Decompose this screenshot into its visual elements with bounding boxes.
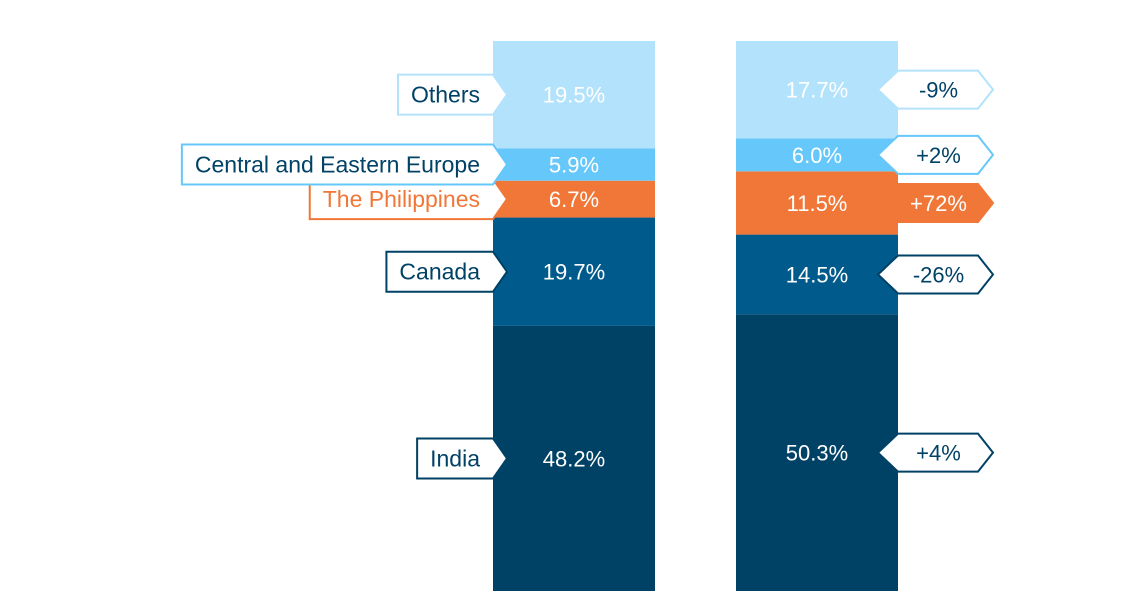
category-label-canada: Canada: [399, 259, 480, 285]
bar-segment-others-2: [736, 41, 898, 139]
bar-segment-india-1: [493, 325, 655, 591]
change-tag-central-and-eastern-europe: [876, 134, 995, 175]
category-tag-central-and-eastern-europe: [180, 143, 509, 186]
bar-segment-central-and-eastern-europe-2: [736, 138, 898, 172]
category-tag-canada: [385, 250, 509, 293]
change-tag-canada: [876, 254, 995, 295]
value-label-the-philippines-2: 11.5%: [787, 191, 848, 216]
value-label-others-1: 19.5%: [543, 83, 605, 108]
change-label-canada: -26%: [913, 262, 964, 287]
change-tag-others: [876, 69, 995, 110]
change-label-india: +4%: [916, 441, 961, 466]
change-label-the-philippines: +72%: [910, 191, 967, 216]
change-tag-the-philippines: [876, 182, 995, 223]
bar-segment-the-philippines-2: [736, 171, 898, 235]
change-label-others: -9%: [919, 78, 958, 103]
change-tag-india: [876, 432, 995, 473]
bar-segment-canada-2: [736, 234, 898, 315]
bar-segment-canada-1: [493, 217, 655, 326]
category-tag-others: [396, 73, 509, 116]
value-label-central-and-eastern-europe-1: 5.9%: [549, 152, 599, 177]
value-label-canada-1: 19.7%: [543, 260, 605, 285]
bar-segment-central-and-eastern-europe-1: [493, 148, 655, 181]
bar-segment-others-1: [493, 41, 655, 149]
value-label-the-philippines-1: 6.7%: [549, 187, 599, 212]
category-label-others: Others: [411, 82, 480, 108]
category-label-the-philippines: The Philippines: [323, 186, 480, 212]
bar-segment-india-2: [736, 314, 898, 591]
value-label-canada-2: 14.5%: [786, 262, 848, 287]
category-tag-india: [416, 437, 509, 480]
value-label-others-2: 17.7%: [786, 78, 848, 103]
value-label-india-1: 48.2%: [543, 446, 605, 471]
value-label-central-and-eastern-europe-2: 6.0%: [792, 143, 842, 168]
change-label-central-and-eastern-europe: +2%: [916, 143, 961, 168]
category-label-india: India: [430, 445, 480, 471]
category-label-central-and-eastern-europe: Central and Eastern Europe: [195, 151, 480, 177]
bar-segment-the-philippines-1: [493, 180, 655, 218]
value-label-india-2: 50.3%: [786, 441, 848, 466]
